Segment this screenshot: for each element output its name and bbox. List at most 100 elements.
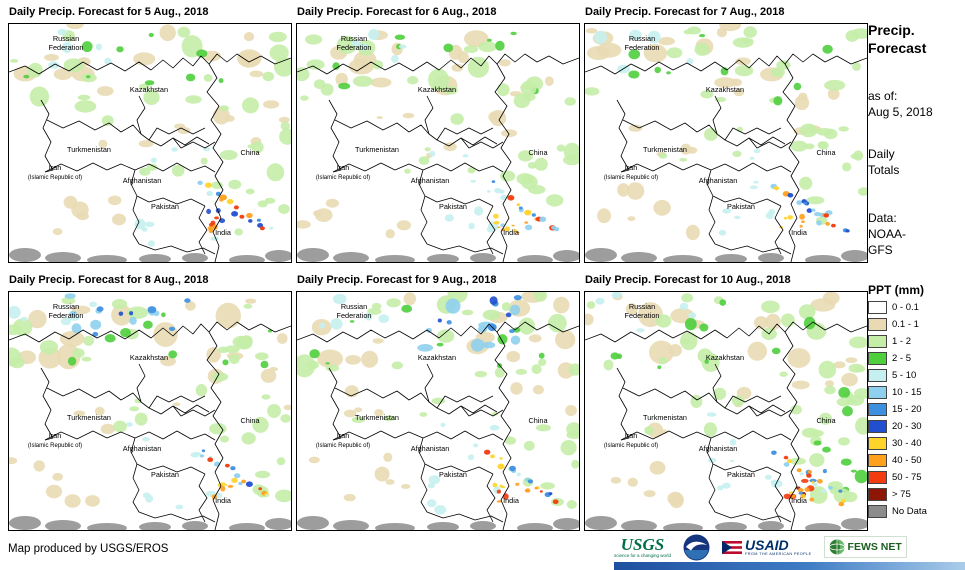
legend-swatch	[868, 335, 887, 348]
country-label: (Islamic Republic of)	[28, 443, 82, 449]
country-label: China	[528, 148, 548, 157]
legend-swatch	[868, 505, 887, 518]
panel-title: Daily Precip. Forecast for 6 Aug., 2018	[297, 6, 497, 18]
forecast-panel: Daily Precip. Forecast for 9 Aug., 2018 …	[296, 274, 580, 531]
map-canvas: Russian Federation Kazakhstan Turkmenistan I…	[584, 291, 868, 531]
country-borders	[297, 53, 579, 262]
map-canvas: Russian Federation Kazakhstan Turkmenistan I…	[296, 23, 580, 263]
country-label: Afghanistan	[411, 176, 450, 185]
legend-swatch	[868, 488, 887, 501]
legend-swatch	[868, 437, 887, 450]
country-label: (Islamic Republic of)	[28, 175, 82, 181]
country-label: Afghanistan	[699, 444, 738, 453]
country-label: Turkmenistan	[643, 145, 687, 154]
usaid-flag-icon	[722, 540, 743, 554]
usaid-logo-tagline: FROM THE AMERICAN PEOPLE	[745, 552, 812, 556]
precip-raster	[585, 24, 867, 262]
country-label: Kazakhstan	[418, 85, 456, 94]
totals-line1: Daily	[868, 147, 895, 161]
legend-label: 1 - 2	[892, 336, 912, 347]
country-label: Turkmenistan	[355, 145, 399, 154]
country-label: (Islamic Republic of)	[604, 443, 658, 449]
country-label: Federation	[337, 43, 372, 52]
map-canvas: Russian Federation Kazakhstan Turkmenistan I…	[296, 291, 580, 531]
country-label: Pakistan	[151, 202, 179, 211]
data-source-value-line1: NOAA-	[868, 227, 907, 242]
country-label: India	[503, 496, 520, 505]
legend-item: 0 - 0.1	[868, 299, 927, 316]
usgs-logo-tagline: science for a changing world	[614, 553, 672, 558]
country-label: Turkmenistan	[67, 145, 111, 154]
usaid-logo-text: USAID	[745, 537, 789, 553]
legend-swatch	[868, 301, 887, 314]
precip-raster	[297, 292, 579, 530]
country-label: India	[215, 496, 232, 505]
data-source-value-line2: GFS	[868, 243, 893, 258]
country-label: India	[791, 496, 808, 505]
country-label: Russian	[53, 34, 79, 43]
country-label: Pakistan	[151, 470, 179, 479]
legend: 0 - 0.1 0.1 - 1 1 - 2 2 - 5 5 - 10 10 - …	[868, 299, 927, 520]
forecast-panel: Daily Precip. Forecast for 5 Aug., 2018 …	[8, 6, 292, 263]
totals-block: Daily Totals	[868, 146, 899, 178]
legend-label: 2 - 5	[892, 353, 912, 364]
legend-item: 30 - 40	[868, 435, 927, 452]
panel-title: Daily Precip. Forecast for 10 Aug., 2018	[585, 274, 791, 286]
legend-item: 15 - 20	[868, 401, 927, 418]
country-label: Turkmenistan	[643, 413, 687, 422]
as-of-block: as of: Aug 5, 2018	[868, 88, 933, 120]
sidebar-title-line2: Forecast	[868, 39, 927, 56]
country-borders	[9, 53, 291, 262]
country-label: Kazakhstan	[706, 85, 744, 94]
country-label: Pakistan	[727, 202, 755, 211]
usaid-logo-texts: USAID FROM THE AMERICAN PEOPLE	[745, 538, 812, 556]
legend-swatch	[868, 420, 887, 433]
legend-swatch	[868, 352, 887, 365]
country-label: (Islamic Republic of)	[316, 175, 370, 181]
country-label: Iran	[337, 163, 350, 172]
country-label: Kazakhstan	[130, 353, 168, 362]
country-borders	[585, 53, 867, 262]
noaa-logo-icon	[683, 534, 710, 560]
country-label: Federation	[49, 43, 84, 52]
sidebar-title-line1: Precip.	[868, 22, 915, 38]
usgs-logo: USGS science for a changing world	[614, 536, 671, 558]
country-label: (Islamic Republic of)	[316, 443, 370, 449]
country-label: Pakistan	[439, 202, 467, 211]
precip-raster	[585, 292, 867, 530]
globe-icon	[828, 539, 845, 555]
country-label: Federation	[625, 43, 660, 52]
map-canvas: Russian Federation Kazakhstan Turkmenistan I…	[8, 291, 292, 531]
country-label: Iran	[625, 163, 638, 172]
country-label: China	[528, 416, 548, 425]
map-canvas: Russian Federation Kazakhstan Turkmenistan I…	[8, 23, 292, 263]
legend-swatch	[868, 318, 887, 331]
panel-title: Daily Precip. Forecast for 9 Aug., 2018	[297, 274, 497, 286]
map-canvas: Russian Federation Kazakhstan Turkmenistan I…	[584, 23, 868, 263]
logo-row: USGS science for a changing world USAID …	[614, 533, 907, 561]
country-label: India	[503, 228, 520, 237]
country-label: Iran	[625, 431, 638, 440]
legend-label: 20 - 30	[892, 421, 922, 432]
country-borders	[9, 321, 291, 530]
legend-label: No Data	[892, 506, 927, 517]
sidebar: Precip. Forecast as of: Aug 5, 2018 Dail…	[868, 0, 965, 570]
legend-swatch	[868, 471, 887, 484]
country-label: Turkmenistan	[355, 413, 399, 422]
country-label: Russian	[629, 34, 655, 43]
data-source-label: Data:	[868, 211, 897, 225]
totals-line2: Totals	[868, 163, 900, 178]
legend-label: 5 - 10	[892, 370, 917, 381]
panel-title: Daily Precip. Forecast for 7 Aug., 2018	[585, 6, 785, 18]
country-label: Afghanistan	[123, 176, 162, 185]
legend-item: No Data	[868, 503, 927, 520]
country-label: Kazakhstan	[418, 353, 456, 362]
legend-item: 0.1 - 1	[868, 316, 927, 333]
country-label: Afghanistan	[123, 444, 162, 453]
country-label: Russian	[341, 302, 367, 311]
legend-item: 50 - 75	[868, 469, 927, 486]
forecast-panel: Daily Precip. Forecast for 10 Aug., 2018…	[584, 274, 868, 531]
